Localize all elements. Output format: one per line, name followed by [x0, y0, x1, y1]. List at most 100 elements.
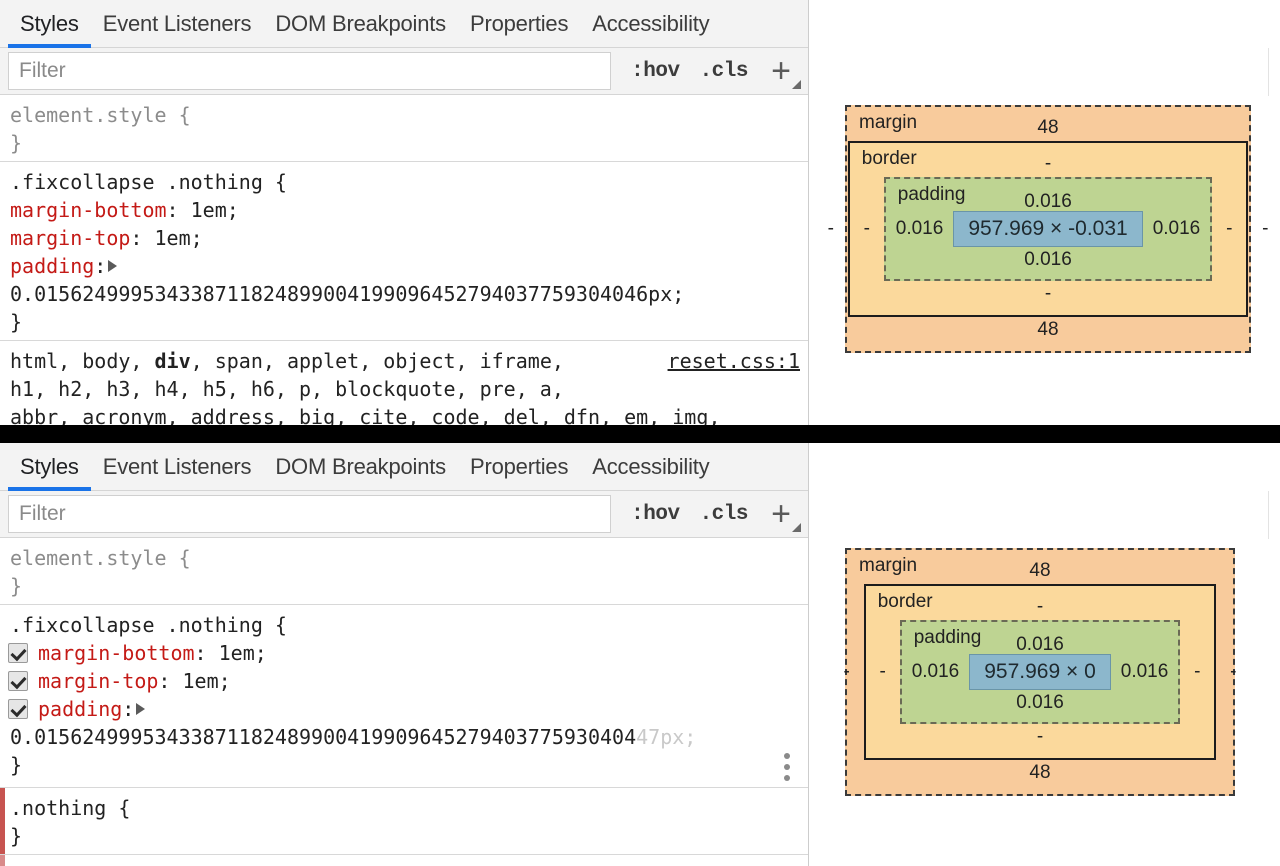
- tab-dom-breakpoints[interactable]: DOM Breakpoints: [263, 443, 458, 491]
- property-name[interactable]: margin-top: [38, 669, 159, 693]
- property-value[interactable]: 1em;: [190, 198, 239, 222]
- border-left-value[interactable]: -: [879, 661, 886, 682]
- declaration-margin-bottom[interactable]: margin-bottom: 1em;: [0, 639, 808, 667]
- tab-styles[interactable]: Styles: [8, 0, 91, 48]
- padding-value-wrapped[interactable]: 0.01562499953433871182489900419909645279…: [10, 282, 685, 306]
- property-name[interactable]: margin-top: [10, 226, 131, 250]
- tab-event-listeners[interactable]: Event Listeners: [91, 0, 264, 48]
- rule-nothing[interactable]: .nothing { }: [0, 788, 808, 855]
- padding-right-value[interactable]: 0.016: [1120, 661, 1169, 682]
- border-left-value[interactable]: -: [863, 218, 870, 239]
- cls-toggle[interactable]: .cls: [699, 59, 749, 83]
- rule-selector[interactable]: .fixcollapse .nothing {: [10, 613, 287, 637]
- tab-event-listeners[interactable]: Event Listeners: [91, 443, 264, 491]
- declaration-checkbox[interactable]: [8, 699, 28, 719]
- margin-bottom-value[interactable]: 48: [1029, 762, 1051, 783]
- property-value[interactable]: 1em;: [218, 641, 267, 665]
- property-name[interactable]: padding: [38, 697, 123, 721]
- border-right-value[interactable]: -: [1226, 218, 1233, 239]
- new-style-rule-button[interactable]: +: [758, 48, 804, 94]
- rule-element-style[interactable]: element.style { }: [0, 95, 808, 162]
- property-name[interactable]: margin-bottom: [38, 641, 195, 665]
- rule-selector[interactable]: element.style {: [10, 546, 191, 570]
- box-model-content-size[interactable]: 957.969 × 0: [969, 654, 1111, 690]
- hov-toggle[interactable]: :hov: [631, 502, 680, 526]
- padding-bottom-value[interactable]: 0.016: [1016, 692, 1064, 713]
- hov-toggle[interactable]: :hov: [631, 59, 680, 83]
- box-model-border-layer[interactable]: border - - padding 0.016: [863, 584, 1217, 760]
- box-model-padding-layer[interactable]: padding 0.016 0.016 957.969 × 0 0.016: [899, 620, 1181, 724]
- margin-bottom-value[interactable]: 48: [1037, 319, 1059, 340]
- tab-properties[interactable]: Properties: [458, 443, 580, 491]
- filter-actions: :hov .cls +: [611, 48, 808, 94]
- box-model-padding-layer[interactable]: padding 0.016 0.016 957.969 × -0.031 0.0…: [883, 177, 1213, 281]
- rule-fixcollapse-nothing[interactable]: .fixcollapse .nothing { margin-bottom: 1…: [0, 605, 808, 788]
- rule-close-brace: }: [10, 753, 23, 777]
- declaration-margin-top[interactable]: margin-top: 1em;: [10, 226, 203, 250]
- padding-left-value[interactable]: 0.016: [895, 218, 944, 239]
- new-style-rule-button[interactable]: +: [758, 491, 804, 537]
- rule-next-partial[interactable]: [0, 855, 808, 866]
- declaration-checkbox[interactable]: [8, 643, 28, 663]
- box-model-border-layer[interactable]: border - - padding 0.016: [847, 141, 1249, 317]
- border-right-value[interactable]: -: [1194, 661, 1201, 682]
- property-value[interactable]: 1em;: [182, 669, 231, 693]
- margin-left-value[interactable]: -: [827, 218, 834, 239]
- rule-selector[interactable]: .fixcollapse .nothing {: [10, 170, 287, 194]
- reset-selector-line-3[interactable]: abbr, acronym, address, big, cite, code,…: [10, 405, 721, 425]
- tab-properties[interactable]: Properties: [458, 0, 580, 48]
- padding-right-value[interactable]: 0.016: [1152, 218, 1201, 239]
- stylesheet-source-link[interactable]: reset.css:1: [667, 349, 800, 373]
- sidebar-scroll-nub[interactable]: [1268, 491, 1280, 539]
- reset-selector-line-2[interactable]: h1, h2, h3, h4, h5, h6, p, blockquote, p…: [10, 377, 564, 401]
- box-model-margin-label: margin: [859, 555, 918, 576]
- cls-toggle[interactable]: .cls: [699, 502, 749, 526]
- tab-accessibility-label: Accessibility: [592, 453, 710, 479]
- filter-input[interactable]: Filter: [8, 495, 612, 533]
- margin-right-value[interactable]: -: [1262, 218, 1269, 239]
- tab-dom-breakpoints[interactable]: DOM Breakpoints: [263, 0, 458, 48]
- declaration-padding[interactable]: padding:: [0, 695, 808, 723]
- margin-right-value[interactable]: -: [1230, 661, 1237, 682]
- rule-selector[interactable]: element.style {: [10, 103, 191, 127]
- padding-value-visible[interactable]: 0.01562499953433871182489900419909645279…: [10, 725, 637, 749]
- sidebar-scroll-nub[interactable]: [1268, 48, 1280, 96]
- rule-selector[interactable]: .nothing {: [10, 796, 131, 820]
- margin-left-value[interactable]: -: [843, 661, 850, 682]
- property-value[interactable]: 1em;: [154, 226, 203, 250]
- tab-styles[interactable]: Styles: [8, 443, 91, 491]
- box-model-content-size[interactable]: 957.969 × -0.031: [953, 211, 1143, 247]
- padding-top-value[interactable]: 0.016: [1016, 634, 1064, 655]
- box-model-margin-layer[interactable]: margin 48 - border - -: [828, 105, 1268, 353]
- filter-input[interactable]: Filter: [8, 52, 612, 90]
- declaration-checkbox[interactable]: [8, 671, 28, 691]
- declaration-padding[interactable]: padding:: [0, 252, 808, 280]
- box-model-margin-layer[interactable]: margin 48 - border - -: [844, 548, 1236, 796]
- margin-top-value[interactable]: 48: [1029, 560, 1051, 581]
- border-top-value[interactable]: -: [1044, 153, 1052, 174]
- rule-reset-css[interactable]: reset.css:1 html, body, div, span, apple…: [0, 341, 808, 425]
- border-bottom-value[interactable]: -: [1036, 726, 1044, 747]
- computed-sidebar-bottom: margin 48 - border - -: [808, 443, 1280, 866]
- declaration-margin-bottom[interactable]: margin-bottom: 1em;: [10, 198, 239, 222]
- more-options-icon[interactable]: [784, 753, 790, 781]
- rule-element-style[interactable]: element.style { }: [0, 538, 808, 605]
- box-model-border-label: border: [861, 148, 917, 169]
- tab-accessibility[interactable]: Accessibility: [580, 443, 721, 491]
- reset-selector-line-1[interactable]: html, body, div, span, applet, object, i…: [10, 349, 564, 373]
- property-name[interactable]: margin-bottom: [10, 198, 167, 222]
- tab-accessibility[interactable]: Accessibility: [580, 0, 721, 48]
- padding-bottom-value[interactable]: 0.016: [1024, 249, 1072, 270]
- padding-left-value[interactable]: 0.016: [911, 661, 960, 682]
- border-bottom-value[interactable]: -: [1044, 283, 1052, 304]
- styles-pane-top: Styles Event Listeners DOM Breakpoints P…: [0, 0, 808, 425]
- declaration-margin-top[interactable]: margin-top: 1em;: [0, 667, 808, 695]
- rule-fixcollapse-nothing[interactable]: .fixcollapse .nothing { margin-bottom: 1…: [0, 162, 808, 341]
- property-name[interactable]: padding: [10, 254, 95, 278]
- padding-value-wrapped[interactable]: 0.01562499953433871182489900419909645279…: [0, 723, 808, 751]
- border-top-value[interactable]: -: [1036, 596, 1044, 617]
- padding-top-value[interactable]: 0.016: [1024, 191, 1072, 212]
- margin-top-value[interactable]: 48: [1037, 117, 1059, 138]
- expand-triangle-icon[interactable]: [136, 703, 146, 715]
- expand-triangle-icon[interactable]: [108, 260, 118, 272]
